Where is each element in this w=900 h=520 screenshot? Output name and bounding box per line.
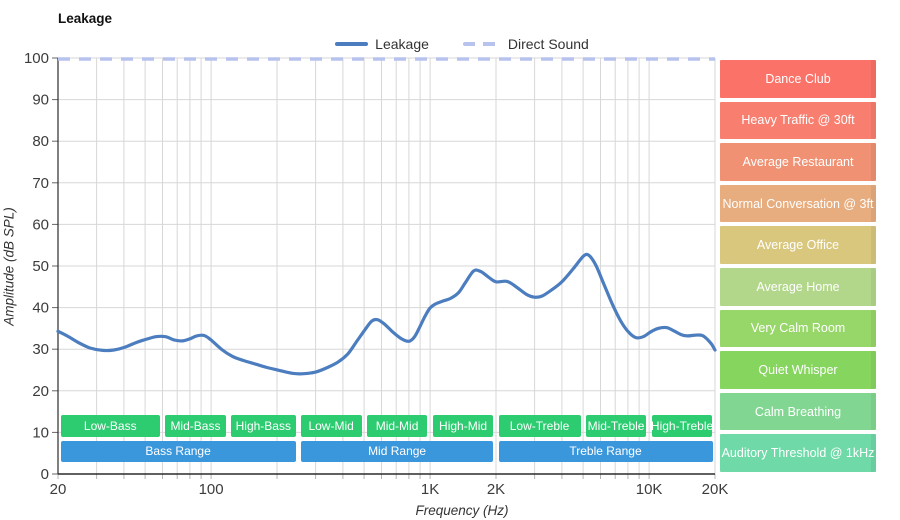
noise-level-average-home: Average Home xyxy=(720,268,876,306)
noise-level-calm-breathing: Calm Breathing xyxy=(720,392,876,431)
legend-label-direct-sound: Direct Sound xyxy=(507,36,589,52)
band-high-treble: High-Treble xyxy=(651,415,713,437)
band-low-mid: Low-Mid xyxy=(300,415,362,437)
y-tick-label: 100 xyxy=(24,50,49,67)
band-high-bass: High-Bass xyxy=(230,415,296,437)
y-tick-label: 80 xyxy=(32,133,49,150)
band-low-bass: Low-Bass xyxy=(60,415,160,437)
noise-level-heavy-traffic-30ft: Heavy Traffic @ 30ft xyxy=(720,101,876,140)
x-tick-label: 20 xyxy=(50,481,67,498)
x-tick-label: 100 xyxy=(199,481,224,498)
band-mid-treble: Mid-Treble xyxy=(585,415,647,437)
noise-level-quiet-whisper: Quiet Whisper xyxy=(720,351,876,389)
noise-level-very-calm-room: Very Calm Room xyxy=(720,309,876,348)
noise-level-auditory-threshold-1khz: Auditory Threshold @ 1kHz xyxy=(720,434,876,472)
y-tick-label: 40 xyxy=(32,300,49,317)
x-tick-label: 10K xyxy=(636,481,663,498)
chart-legend: Leakage Direct Sound xyxy=(58,36,866,52)
legend-label-leakage: Leakage xyxy=(375,36,429,52)
range-mid-range: Mid Range xyxy=(300,440,494,462)
chart-title: Leakage xyxy=(58,11,113,26)
legend-item-leakage[interactable]: Leakage xyxy=(335,36,429,52)
y-tick-label: 30 xyxy=(32,341,49,358)
x-tick-label: 2K xyxy=(487,481,505,498)
range-bass-range: Bass Range xyxy=(60,440,296,462)
band-low-treble: Low-Treble xyxy=(498,415,581,437)
leakage-curve xyxy=(56,252,717,376)
band-mid-mid: Mid-Mid xyxy=(366,415,428,437)
y-tick-label: 90 xyxy=(32,92,49,109)
leakage-line-swatch-icon xyxy=(335,42,369,46)
x-tick-label: 20K xyxy=(702,481,729,498)
noise-level-average-office: Average Office xyxy=(720,226,876,264)
band-high-mid: High-Mid xyxy=(432,415,494,437)
noise-level-average-restaurant: Average Restaurant xyxy=(720,143,876,181)
y-tick-label: 0 xyxy=(41,466,49,483)
y-tick-label: 10 xyxy=(32,424,49,441)
y-tick-label: 50 xyxy=(32,258,49,275)
noise-level-normal-conversation-3ft: Normal Conversation @ 3ft xyxy=(720,184,876,223)
direct-sound-line-swatch-icon xyxy=(462,42,501,46)
legend-item-direct-sound[interactable]: Direct Sound xyxy=(462,36,589,52)
x-tick-label: 1K xyxy=(421,481,439,498)
range-treble-range: Treble Range xyxy=(498,440,713,462)
x-axis-title: Frequency (Hz) xyxy=(415,503,509,518)
y-tick-label: 70 xyxy=(32,175,49,192)
y-tick-label: 20 xyxy=(32,383,49,400)
y-tick-label: 60 xyxy=(32,216,49,233)
band-mid-bass: Mid-Bass xyxy=(165,415,226,437)
noise-level-dance-club: Dance Club xyxy=(720,60,876,98)
